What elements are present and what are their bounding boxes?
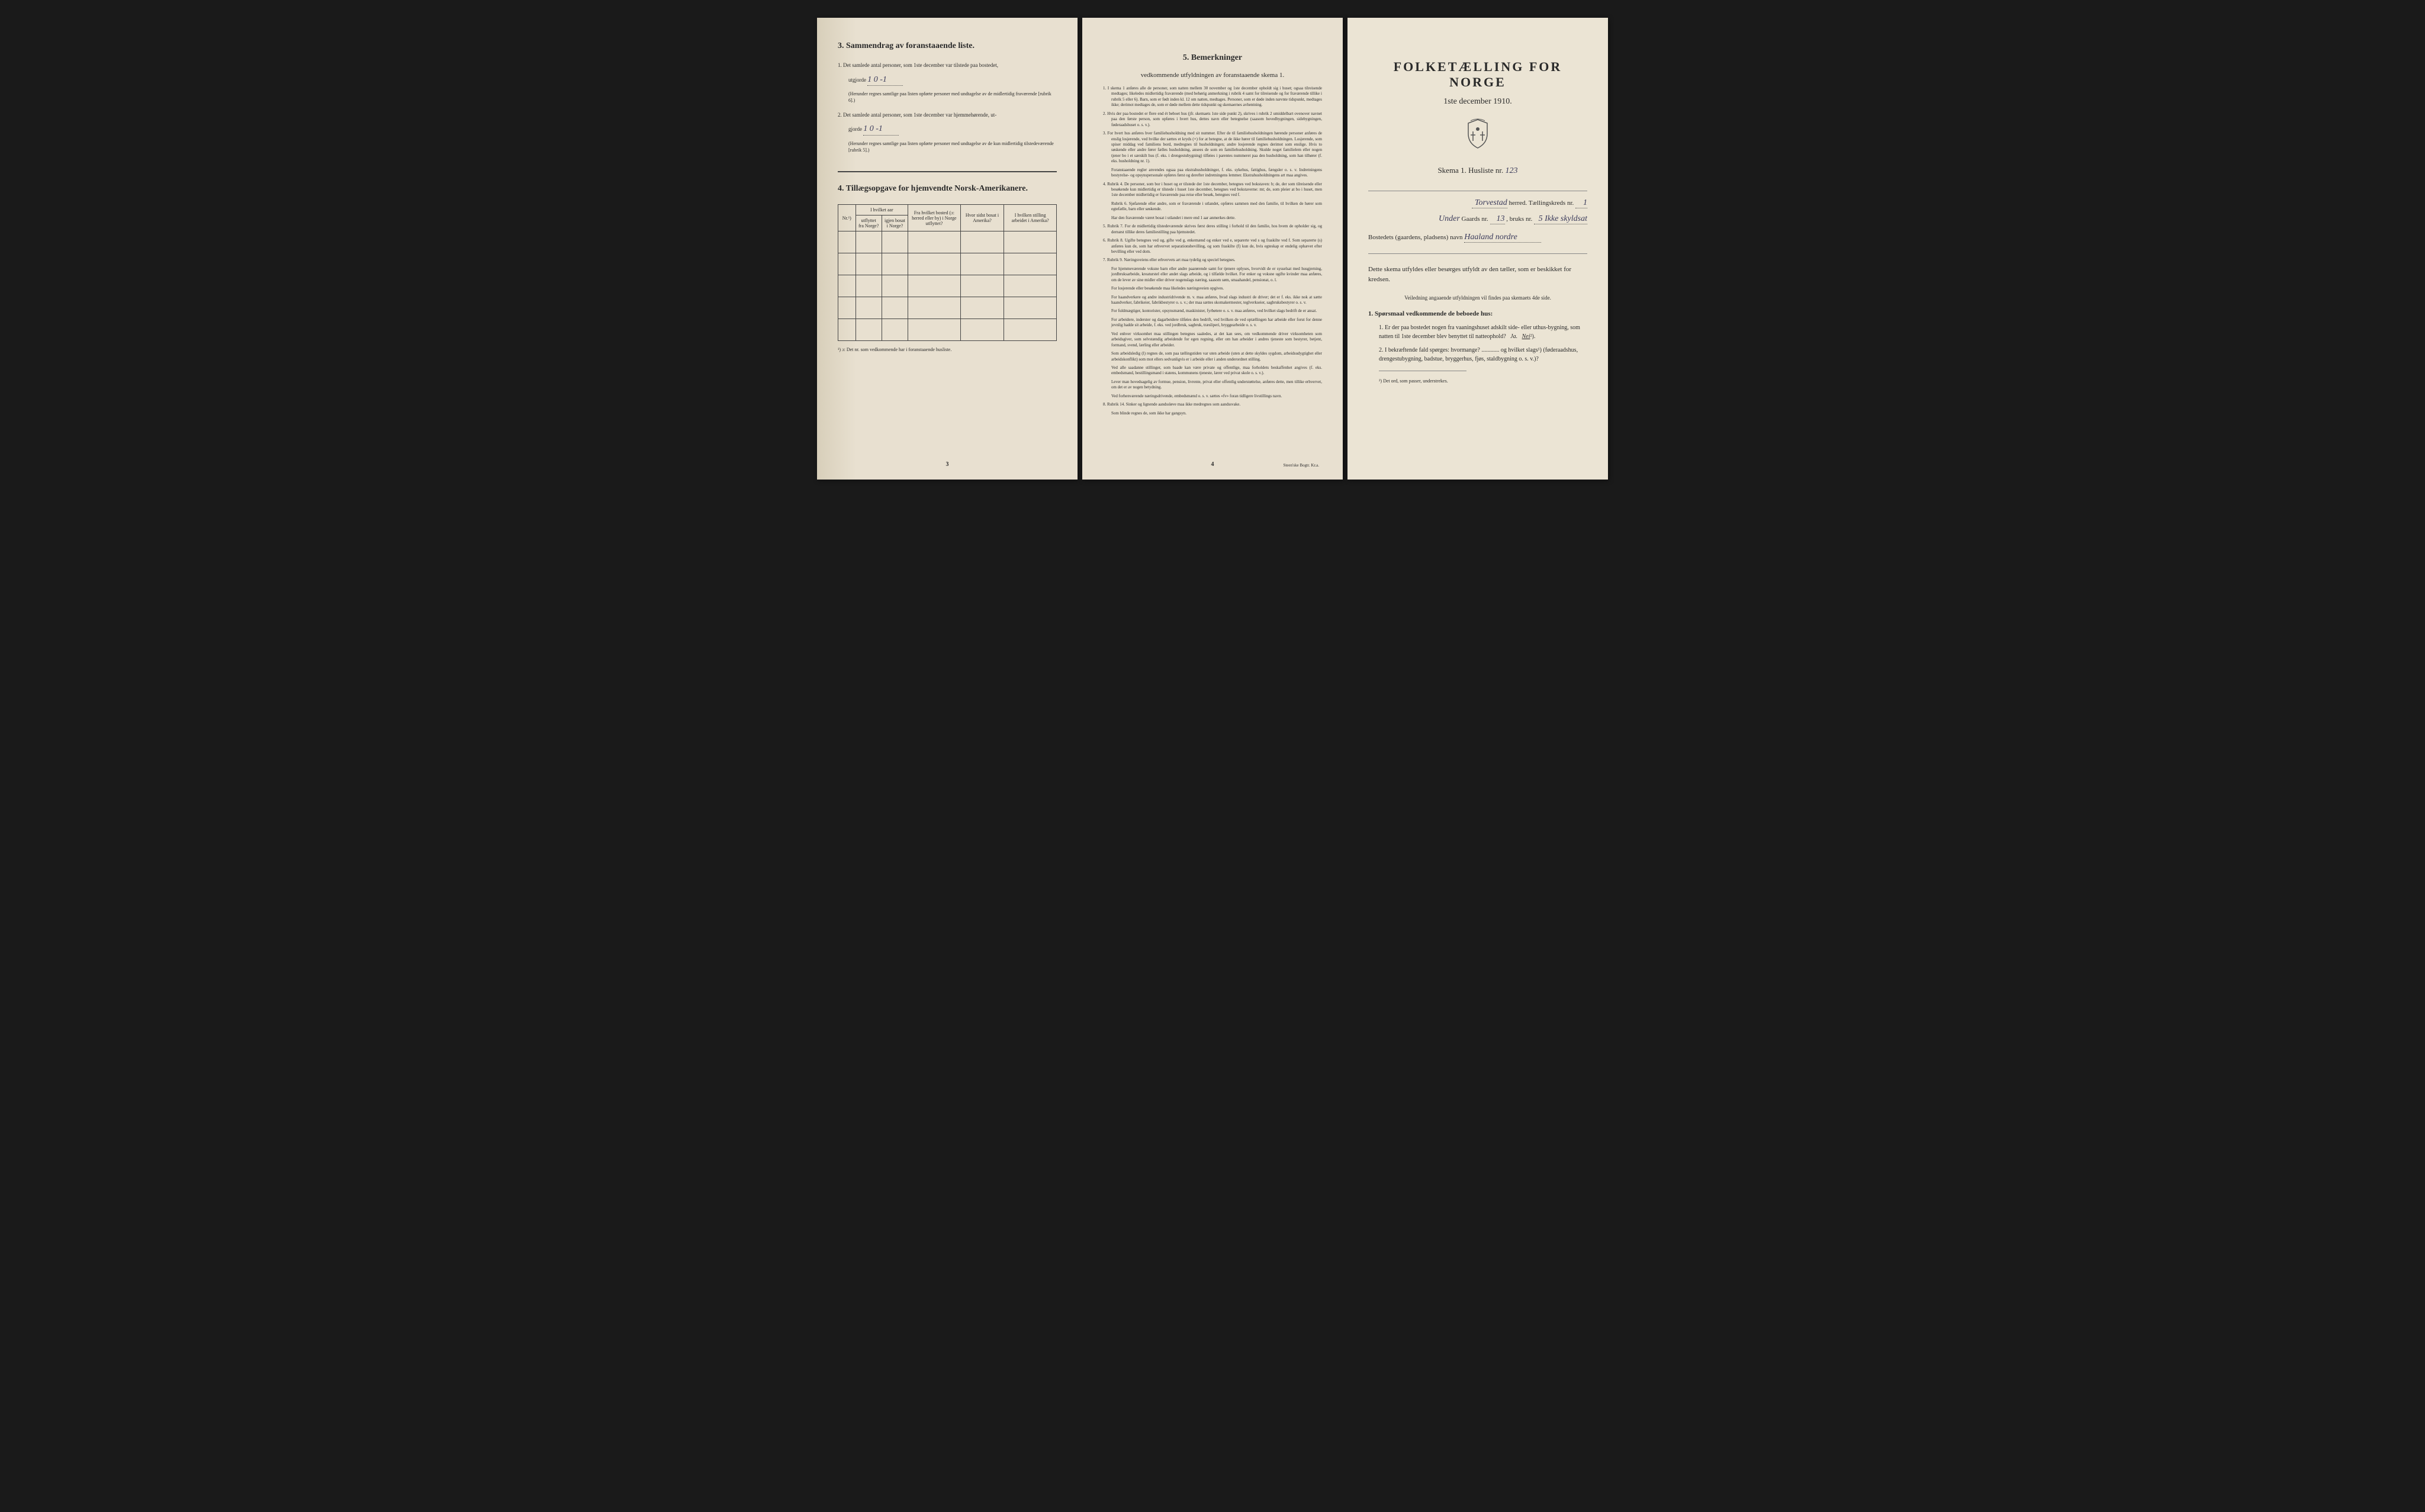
remark-7a: For hjemmeværende voksne barn eller andr… [1103, 266, 1322, 283]
husliste-nr: 123 [1506, 166, 1518, 175]
remark-5: 5. Rubrik 7. For de midlertidig tilstede… [1103, 224, 1322, 235]
remark-8: 8. Rubrik 14. Sinker og lignende aandssl… [1103, 402, 1322, 407]
item-2-text: 2. Det samlede antal personer, som 1ste … [838, 111, 1057, 119]
th-aar: I hvilket aar [855, 205, 908, 215]
remark-7j: Ved forhenværende næringsdrivende, embed… [1103, 394, 1322, 399]
item-1-text: 1. Det samlede antal personer, som 1ste … [838, 62, 1057, 69]
intro-note: Veiledning angaaende utfyldningen vil fi… [1368, 295, 1587, 301]
remark-7e: For arbeidere, inderster og dagarbeidere… [1103, 317, 1322, 329]
th-stilling: I hvilken stilling arbeidet i Amerika? [1004, 205, 1057, 231]
remark-7f: Ved enhver virksomhet maa stillingen bet… [1103, 332, 1322, 348]
remark-7h: Ved alle saadanne stillinger, som baade … [1103, 365, 1322, 377]
remark-6: 6. Rubrik 8. Ugifte betegnes ved ug, gif… [1103, 238, 1322, 255]
remark-4: 4. Rubrik 4. De personer, som bor i huse… [1103, 182, 1322, 198]
table-row [838, 275, 1057, 297]
q1-nei: Nei [1522, 333, 1530, 340]
table-row [838, 231, 1057, 253]
q1-ja: Ja. [1510, 333, 1517, 340]
th-igjen: igjen bosat i Norge? [882, 215, 908, 231]
remark-4b: Rubrik 6. Sjøfarende eller andre, som er… [1103, 201, 1322, 213]
gaards-line: Under Gaards nr. 13 , bruks nr. 5 Ikke s… [1368, 214, 1587, 224]
th-utflyttet: utflyttet fra Norge? [855, 215, 882, 231]
bosted-value: Haaland nordre [1464, 233, 1541, 243]
page-left: 3. Sammendrag av foranstaaende liste. 1.… [817, 18, 1078, 480]
section-4-title: 4. Tillægsopgave for hjemvendte Norsk-Am… [838, 184, 1057, 194]
table-row [838, 253, 1057, 275]
remark-3: 3. For hvert hus anføres hver familiehus… [1103, 131, 1322, 165]
page-number: 4 [1211, 461, 1214, 468]
remark-3b: Foranstaaende regler anvendes ogsaa paa … [1103, 168, 1322, 179]
section-5-subtitle: vedkommende utfyldningen av foranstaaend… [1103, 72, 1322, 79]
skema-line: Skema 1. Husliste nr. 123 [1368, 166, 1587, 176]
footnote-2: ²) Det ord, som passer, understrekes. [1379, 378, 1587, 384]
th-nr: Nr.¹) [838, 205, 856, 231]
remark-4c: Har den fraværende været bosat i utlande… [1103, 215, 1322, 221]
herred-value: Torvestad [1472, 198, 1507, 208]
table-row [838, 297, 1057, 319]
th-bosted: Fra hvilket bosted (ɔ: herred eller by) … [908, 205, 961, 231]
section-5-title: 5. Bemerkninger [1103, 53, 1322, 63]
gaards-nr: 13 [1490, 214, 1505, 224]
item-2-value-line: gjorde 1 0 -1 [848, 123, 1057, 136]
printer-mark: Steen'ske Bogtr. Kr.a. [1283, 463, 1319, 468]
page-number: 3 [946, 461, 949, 468]
item-1-value-line: utgjorde 1 0 -1 [848, 74, 1057, 86]
gaards-prefix: Under [1439, 214, 1460, 223]
section-1-title: 1. Spørsmaal vedkommende de beboede hus: [1368, 310, 1587, 319]
page-right: FOLKETÆLLING FOR NORGE 1ste december 191… [1347, 18, 1608, 480]
item-2-note: (Herunder regnes samtlige paa listen opf… [848, 140, 1057, 153]
kreds-nr: 1 [1575, 198, 1587, 208]
remark-8b: Som blinde regnes de, som ikke har gangs… [1103, 411, 1322, 416]
herred-line: Torvestad herred. Tællingskreds nr. 1 [1368, 198, 1587, 208]
item-1-note: (Herunder regnes samtlige paa listen opf… [848, 91, 1057, 104]
remark-7i: Lever man hovedsagelig av formue, pensio… [1103, 379, 1322, 391]
amerikanere-table: Nr.¹) I hvilket aar Fra hvilket bosted (… [838, 204, 1057, 341]
table-row [838, 319, 1057, 341]
coat-of-arms-icon [1368, 118, 1587, 155]
page-middle: 5. Bemerkninger vedkommende utfyldningen… [1082, 18, 1343, 480]
remark-7: 7. Rubrik 9. Næringsveiens eller erhverv… [1103, 258, 1322, 263]
remark-1: 1. I skema 1 anføres alle de personer, s… [1103, 86, 1322, 108]
remark-2: 2. Hvis der paa bostedet er flere end ét… [1103, 111, 1322, 128]
remark-7g: Som arbeidsledig (l) regnes de, som paa … [1103, 351, 1322, 362]
question-1: 1. Er der paa bostedet nogen fra vaaning… [1379, 323, 1587, 341]
question-2: 2. I bekræftende fald spørges: hvormange… [1379, 346, 1587, 363]
date-subtitle: 1ste december 1910. [1368, 97, 1587, 107]
bosted-line: Bostedets (gaardens, pladsens) navn Haal… [1368, 233, 1587, 243]
bruks-value: 5 Ikke skyldsat [1534, 214, 1587, 224]
th-amerika-bosat: Hvor sidst bosat i Amerika? [960, 205, 1004, 231]
intro-paragraph: Dette skema utfyldes eller besørges utfy… [1368, 265, 1587, 284]
table-footnote: ¹) ɔ: Det nr. som vedkommende har i fora… [838, 347, 1057, 352]
main-title: FOLKETÆLLING FOR NORGE [1368, 59, 1587, 90]
section-3-title: 3. Sammendrag av foranstaaende liste. [838, 41, 1057, 51]
remark-7c: For haandverkere og andre industridriven… [1103, 295, 1322, 306]
item-2-handwritten: 1 0 -1 [863, 123, 899, 136]
remark-7d: For fuldmægtiger, kontorister, opsynsmæn… [1103, 308, 1322, 314]
remark-7b: For losjerende eller besøkende maa likel… [1103, 286, 1322, 291]
item-1-handwritten: 1 0 -1 [867, 74, 903, 86]
